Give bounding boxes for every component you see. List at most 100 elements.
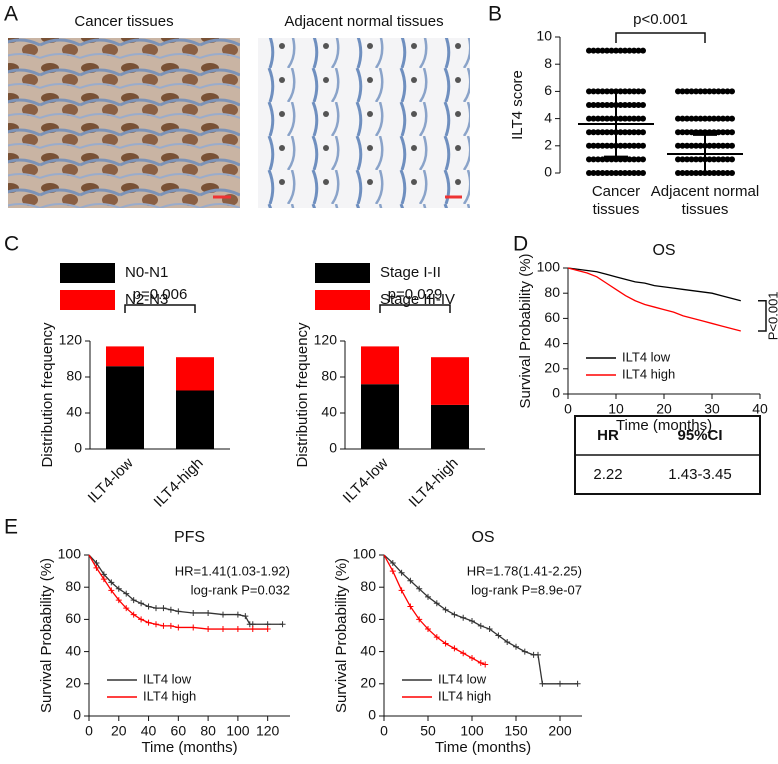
dot (631, 47, 637, 54)
bar-segment (106, 346, 144, 367)
y-axis-label: Survival Probability (%) (38, 558, 55, 713)
dot (590, 115, 597, 122)
x-tick-label: 0 (380, 723, 388, 739)
y-tick-label: 120 (314, 332, 338, 348)
censor-mark (513, 643, 519, 650)
x-tick-label: 100 (460, 723, 484, 739)
dot (626, 102, 633, 108)
dot (599, 170, 606, 176)
dot (622, 47, 628, 54)
censor-mark (130, 611, 137, 618)
bracket (615, 32, 706, 43)
dot (693, 142, 699, 149)
censor-mark (460, 614, 467, 621)
censor-mark (469, 618, 475, 625)
bar-segment (361, 384, 399, 449)
panel-label: D (513, 233, 528, 256)
censor-mark (108, 579, 115, 586)
y-tick-label: 60 (544, 309, 560, 325)
x-tick-label: ILT4-high (406, 455, 462, 511)
dot (604, 142, 610, 149)
y-tick-label: 80 (360, 578, 376, 594)
dot (586, 156, 592, 163)
dot (688, 170, 695, 176)
dot (590, 156, 597, 163)
y-tick-label: 0 (73, 707, 81, 723)
dot (613, 170, 619, 176)
dot (724, 129, 731, 136)
censor-mark (242, 613, 249, 620)
dot (613, 156, 619, 163)
censor-mark (167, 622, 174, 629)
dot (693, 129, 699, 136)
bar-segment (431, 357, 469, 405)
dot (631, 88, 637, 95)
dot (640, 88, 646, 95)
censor-mark (389, 568, 396, 575)
dot (599, 102, 606, 108)
censor-mark (100, 576, 107, 583)
chart-title: OS (652, 242, 675, 259)
dot (604, 170, 610, 176)
dot (724, 156, 731, 163)
micrograph (258, 38, 470, 208)
censor-mark (416, 585, 423, 592)
censor-mark (205, 626, 212, 633)
image-title: Cancer tissues (74, 13, 173, 30)
censor-mark (190, 624, 197, 631)
censor-mark (108, 587, 115, 594)
dot (595, 47, 601, 54)
dot (590, 88, 597, 95)
dot (599, 129, 606, 136)
dot (617, 170, 624, 176)
y-tick-label: 4 (544, 109, 552, 125)
legend-swatch (315, 290, 370, 310)
dot (622, 156, 628, 163)
dot (608, 170, 615, 176)
dot (640, 102, 646, 108)
dot (684, 142, 690, 149)
y-tick-label: 20 (360, 675, 376, 691)
dot (595, 115, 601, 122)
dot (595, 129, 601, 136)
dot (702, 88, 708, 95)
dot (720, 170, 726, 176)
dot (640, 142, 646, 149)
dot (688, 129, 695, 136)
censor-mark (205, 609, 212, 616)
dot (697, 129, 704, 136)
censor-mark (175, 608, 182, 615)
dot (688, 115, 695, 122)
dot (586, 102, 592, 108)
x-tick-label: ILT4-low (85, 454, 137, 506)
censor-mark (433, 634, 440, 641)
dot (631, 129, 637, 136)
censor-mark (469, 655, 475, 662)
panel-label: A (4, 3, 18, 26)
censor-mark (220, 626, 226, 633)
dot (715, 156, 722, 163)
dot (693, 88, 699, 95)
dot (586, 115, 592, 122)
dot (604, 47, 610, 54)
dot (711, 88, 717, 95)
panel-label: E (4, 516, 18, 539)
censor-mark (557, 680, 563, 687)
dot (604, 102, 610, 108)
dot (706, 142, 713, 149)
dot (622, 170, 628, 176)
dot (679, 142, 686, 149)
x-tick-label: 0 (85, 723, 93, 739)
dot (697, 142, 704, 149)
dot (697, 115, 704, 122)
y-tick-label: 40 (65, 642, 81, 658)
table-header: 95%CI (677, 427, 722, 444)
dot (608, 129, 615, 136)
dot (640, 115, 646, 122)
dot (693, 115, 699, 122)
x-tick-label: 40 (752, 401, 768, 417)
censor-mark (416, 616, 423, 623)
dot (590, 142, 597, 149)
dot (604, 115, 610, 122)
legend-label: Stage III-IV (380, 291, 455, 308)
